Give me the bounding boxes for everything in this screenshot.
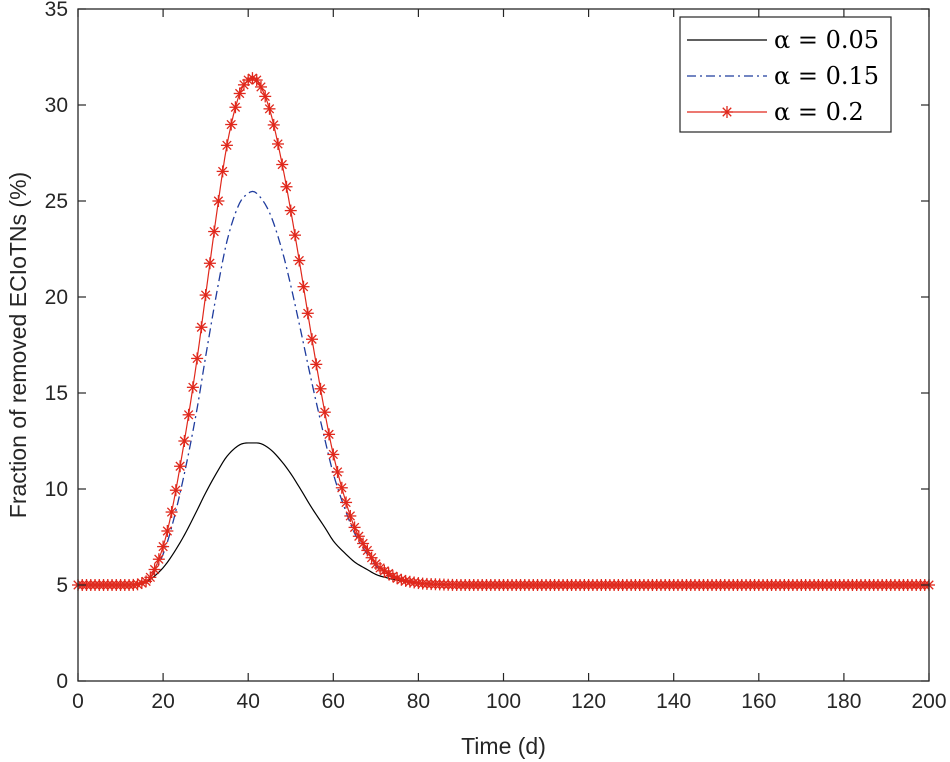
data-point-marker	[327, 448, 340, 461]
x-tick-label: 200	[911, 690, 946, 713]
data-point-marker	[365, 551, 378, 564]
x-tick-label: 0	[72, 690, 84, 713]
data-point-marker	[348, 521, 361, 534]
data-point-marker	[148, 563, 161, 576]
data-point-marker	[203, 257, 216, 270]
data-point-marker	[276, 158, 289, 171]
x-tick-label: 40	[237, 690, 260, 713]
plot-area: 0 20 40 60 80 100 120 140 160 180 200 0 5 10 15 20 25 30…	[45, 0, 947, 713]
y-tick-label: 35	[45, 0, 68, 21]
data-point-marker	[280, 180, 293, 193]
data-point-marker	[161, 525, 174, 537]
legend-item: α = 0.05	[687, 26, 879, 54]
legend-marker	[721, 106, 733, 118]
legend: α = 0.05 α = 0.15 α = 0.2	[679, 16, 892, 133]
y-tick-label: 30	[45, 94, 68, 117]
data-point-marker	[263, 102, 276, 115]
x-tick-label: 20	[151, 690, 174, 713]
y-tick-label: 5	[56, 574, 68, 597]
data-point-marker	[152, 553, 165, 566]
data-point-marker	[361, 544, 374, 557]
legend-item: α = 0.2	[687, 98, 864, 126]
data-point-marker	[195, 321, 208, 334]
data-point-marker	[331, 465, 344, 478]
y-tick-label: 15	[45, 382, 68, 405]
data-point-marker	[271, 137, 284, 150]
x-tick-label: 180	[826, 690, 861, 713]
x-tick-label: 160	[741, 690, 776, 713]
y-tick-label: 20	[45, 286, 68, 309]
data-point-marker	[310, 358, 323, 371]
data-point-marker	[323, 428, 336, 441]
data-point-marker	[289, 229, 302, 242]
data-point-marker	[297, 280, 310, 293]
data-point-marker	[267, 118, 280, 131]
data-point-marker	[199, 289, 212, 302]
data-point-marker	[216, 165, 229, 178]
legend-box	[679, 16, 892, 133]
data-point-marker	[169, 484, 182, 497]
data-point-marker	[225, 118, 238, 131]
x-tick-label: 80	[407, 690, 430, 713]
data-point-marker	[335, 481, 348, 494]
data-point-marker	[174, 460, 187, 473]
data-point-marker	[250, 74, 263, 87]
x-tick-label: 120	[571, 690, 606, 713]
x-tick-label: 140	[656, 690, 691, 713]
data-point-marker	[144, 571, 157, 584]
y-tick-label: 10	[45, 478, 68, 501]
data-point-marker	[340, 496, 353, 509]
data-point-marker	[157, 540, 170, 553]
data-point-marker	[178, 435, 191, 447]
data-point-marker	[191, 352, 204, 365]
data-point-marker	[208, 225, 221, 238]
data-point-marker	[314, 382, 327, 395]
legend-label: α = 0.15	[774, 62, 879, 90]
legend-item: α = 0.15	[687, 62, 879, 90]
data-point-marker	[186, 381, 199, 394]
data-point-marker	[293, 254, 306, 267]
data-point-marker	[254, 80, 267, 93]
data-point-marker	[301, 307, 314, 320]
series-markers-3	[72, 72, 935, 591]
y-tick-label: 25	[45, 190, 68, 213]
data-point-marker	[352, 530, 365, 543]
x-tick-label: 60	[322, 690, 345, 713]
y-axis-ticks: 0 5 10 15 20 25 30 35	[45, 0, 929, 693]
legend-label: α = 0.2	[774, 98, 864, 126]
x-axis-title: Time (d)	[461, 733, 546, 759]
y-tick-label: 0	[56, 670, 68, 693]
data-point-marker	[344, 509, 357, 522]
data-point-marker	[318, 406, 331, 419]
x-tick-label: 100	[486, 690, 521, 713]
data-point-marker	[357, 537, 370, 550]
data-point-marker	[165, 506, 178, 519]
y-axis-title: Fraction of removed ECIoTNs (%)	[5, 172, 31, 518]
x-axis-ticks: 0 20 40 60 80 100 120 140 160 180 200	[72, 9, 947, 713]
data-point-marker	[306, 333, 319, 346]
data-point-marker	[212, 195, 225, 207]
data-point-marker	[229, 101, 242, 114]
data-point-marker	[233, 87, 246, 100]
series-layer	[72, 72, 935, 591]
data-point-marker	[182, 408, 195, 421]
data-point-marker	[259, 90, 272, 103]
legend-label: α = 0.05	[774, 26, 879, 54]
data-point-marker	[220, 139, 233, 152]
data-point-marker	[284, 204, 297, 217]
